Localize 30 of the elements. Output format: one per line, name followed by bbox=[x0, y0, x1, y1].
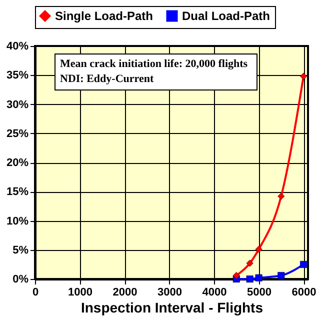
y-tick-label: 35% bbox=[6, 70, 29, 82]
annotation: NDI: Eddy-Current bbox=[60, 73, 154, 85]
y-tick-label: 5% bbox=[12, 244, 29, 256]
point bbox=[255, 274, 262, 282]
x-tick-label: 1000 bbox=[68, 286, 92, 298]
x-axis-title: Inspection Interval - Flights bbox=[80, 300, 264, 316]
point bbox=[255, 246, 262, 253]
legend-label: Single Load-Path bbox=[55, 9, 154, 23]
y-tick-label: 10% bbox=[6, 215, 29, 228]
point bbox=[246, 275, 254, 283]
y-tick-label: 25% bbox=[6, 128, 29, 140]
point bbox=[278, 192, 285, 200]
y-tick-label: 15% bbox=[6, 186, 29, 198]
annotation: Mean crack initiation life: 20,000 flights bbox=[60, 58, 248, 70]
x-tick-label: 5000 bbox=[247, 286, 272, 298]
x-tick-label: 2000 bbox=[112, 286, 138, 298]
x-tick-label: 4000 bbox=[202, 286, 227, 298]
y-tick-label: 40% bbox=[6, 40, 29, 52]
x-tick-label: 0 bbox=[32, 286, 39, 298]
legend-label: Dual Load-Path bbox=[182, 9, 270, 23]
point bbox=[300, 72, 308, 80]
point bbox=[300, 260, 308, 268]
point bbox=[232, 272, 240, 280]
point bbox=[246, 260, 254, 267]
y-tick-label: 20% bbox=[6, 157, 29, 169]
point bbox=[278, 272, 285, 280]
y-tick-label: 30% bbox=[6, 98, 29, 111]
x-tick-label: 6000 bbox=[292, 286, 316, 298]
y-tick-label: 0% bbox=[12, 274, 29, 286]
x-tick-label: 3000 bbox=[158, 286, 182, 298]
